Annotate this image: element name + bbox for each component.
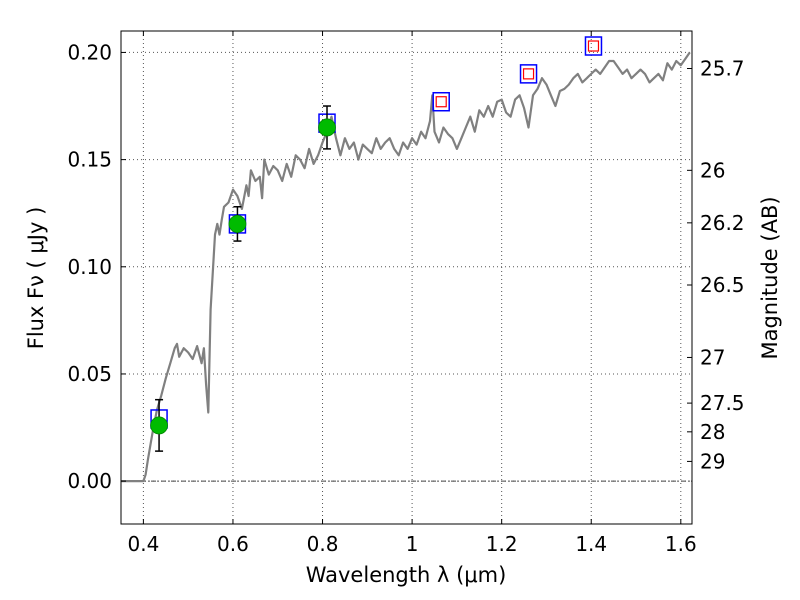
y-tick-label: 0.05 bbox=[67, 362, 112, 386]
x-tick-label: 1 bbox=[406, 532, 419, 556]
mag-tick-label: 28 bbox=[700, 420, 725, 444]
upper-limit-point bbox=[587, 40, 600, 52]
x-tick-label: 0.6 bbox=[217, 532, 249, 556]
x-tick-label: 0.8 bbox=[307, 532, 339, 556]
upper-limit-point bbox=[522, 68, 535, 80]
observed-photometry-point bbox=[228, 215, 247, 233]
model-photometry-point bbox=[432, 91, 450, 112]
mag-tick-label: 25.7 bbox=[700, 57, 745, 81]
x-axis-label: Wavelength λ (μm) bbox=[306, 563, 507, 587]
mag-tick-label: 27 bbox=[700, 345, 725, 369]
plot-frame bbox=[120, 30, 693, 525]
observed-photometry-point bbox=[318, 118, 336, 137]
y-tick-label: 0.20 bbox=[67, 40, 112, 64]
mag-tick-label: 26 bbox=[700, 158, 725, 182]
x-tick-label: 1.2 bbox=[486, 532, 518, 556]
photometry-markers bbox=[150, 36, 603, 452]
mag-tick-label: 26.5 bbox=[700, 273, 745, 297]
y-axis-label: Flux Fν ( μJy ) bbox=[24, 207, 48, 350]
upper-limit-point bbox=[435, 96, 447, 108]
y-tick-label: 0.15 bbox=[67, 148, 112, 172]
y-tick-label: 0.00 bbox=[67, 469, 112, 493]
model-photometry-point bbox=[584, 36, 603, 56]
sed-model-line bbox=[121, 51, 691, 483]
x-tick-label: 0.4 bbox=[127, 532, 159, 556]
observed-photometry-point bbox=[150, 416, 168, 435]
axis-ticks: 0.4 0.6 0.8 1 1.2 1.4 1.6 0.00 0.05 0.10 0.15 0.20 2… bbox=[67, 31, 745, 556]
mag-tick-label: 29 bbox=[700, 449, 725, 473]
x-tick-label: 1.4 bbox=[575, 532, 607, 556]
plot-background bbox=[121, 31, 692, 524]
mag-tick-label: 27.5 bbox=[700, 391, 745, 415]
y2-axis-label: Magnitude (AB) bbox=[758, 196, 782, 359]
model-photometry-point bbox=[519, 64, 538, 84]
y-tick-label: 0.10 bbox=[67, 255, 112, 279]
x-tick-label: 1.6 bbox=[665, 532, 697, 556]
series-layer bbox=[121, 51, 691, 483]
mag-tick-label: 26.2 bbox=[700, 211, 745, 235]
